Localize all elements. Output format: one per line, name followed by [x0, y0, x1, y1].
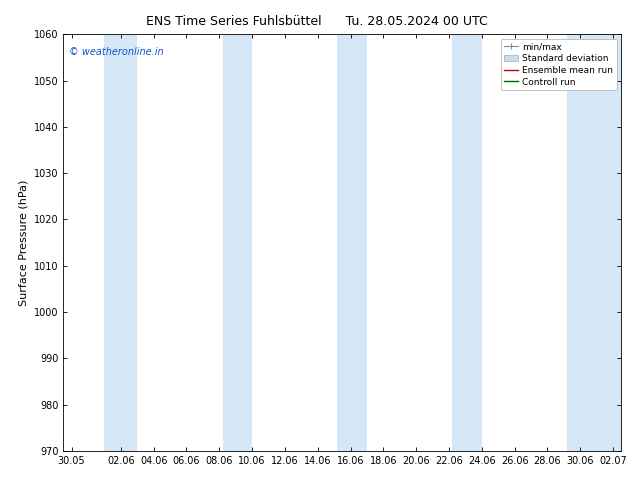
Bar [567, 34, 621, 451]
Text: © weatheronline.in: © weatheronline.in [69, 47, 164, 57]
Bar [452, 34, 482, 451]
Y-axis label: Surface Pressure (hPa): Surface Pressure (hPa) [18, 179, 29, 306]
Text: ENS Time Series Fuhlsbüttel      Tu. 28.05.2024 00 UTC: ENS Time Series Fuhlsbüttel Tu. 28.05.20… [146, 15, 488, 28]
Bar [105, 34, 137, 451]
Bar [337, 34, 367, 451]
Bar [223, 34, 252, 451]
Legend: min/max, Standard deviation, Ensemble mean run, Controll run: min/max, Standard deviation, Ensemble me… [500, 39, 617, 90]
